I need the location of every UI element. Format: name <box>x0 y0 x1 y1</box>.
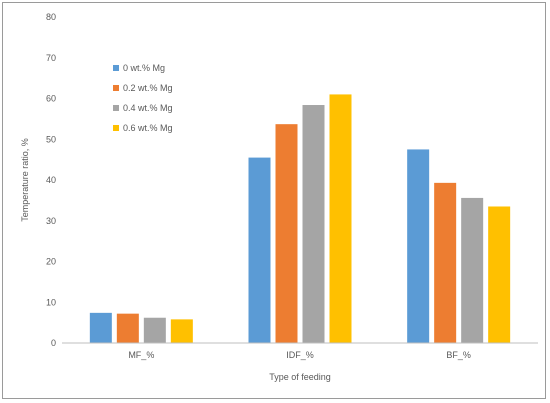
bar-idf-series-1 <box>275 124 298 343</box>
bar-mf-series-2 <box>143 317 166 343</box>
bar-bf-series-2 <box>461 197 484 343</box>
y-axis-ticks: 0 10 20 30 40 50 60 70 80 <box>46 12 56 348</box>
x-tick-label: BF_% <box>446 350 471 360</box>
legend-swatch <box>113 125 119 131</box>
bar-mf-series-0 <box>89 312 112 343</box>
x-tick-label: MF_% <box>128 350 154 360</box>
y-tick-label: 50 <box>46 134 56 144</box>
bar-mf-series-3 <box>170 319 193 343</box>
y-tick-label: 60 <box>46 94 56 104</box>
y-tick-label: 10 <box>46 297 56 307</box>
y-tick-label: 70 <box>46 53 56 63</box>
bar-bf-series-1 <box>434 182 457 343</box>
bar-idf-series-0 <box>248 157 271 343</box>
x-axis-title: Type of feeding <box>269 372 331 382</box>
bars <box>89 94 511 344</box>
bar-idf-series-3 <box>329 94 352 343</box>
bar-bf-series-0 <box>407 149 430 343</box>
y-tick-label: 0 <box>51 338 56 348</box>
legend-label: 0 wt.% Mg <box>123 63 165 73</box>
y-tick-label: 20 <box>46 257 56 267</box>
bar-idf-series-2 <box>302 105 325 344</box>
x-tick-label: IDF_% <box>286 350 314 360</box>
y-tick-label: 40 <box>46 175 56 185</box>
legend-label: 0.4 wt.% Mg <box>123 103 173 113</box>
legend-swatch <box>113 105 119 111</box>
legend-swatch <box>113 85 119 91</box>
legend: 0 wt.% Mg 0.2 wt.% Mg 0.4 wt.% Mg 0.6 wt.% … <box>113 63 173 133</box>
x-axis-ticks: MF_% IDF_% BF_% <box>128 350 471 360</box>
y-tick-label: 30 <box>46 216 56 226</box>
y-axis-title: Temperature ratio, % <box>20 138 30 222</box>
legend-label: 0.2 wt.% Mg <box>123 83 173 93</box>
bar-mf-series-1 <box>116 313 139 343</box>
bar-bf-series-3 <box>488 206 511 343</box>
legend-label: 0.6 wt.% Mg <box>123 123 173 133</box>
legend-swatch <box>113 65 119 71</box>
y-tick-label: 80 <box>46 12 56 22</box>
